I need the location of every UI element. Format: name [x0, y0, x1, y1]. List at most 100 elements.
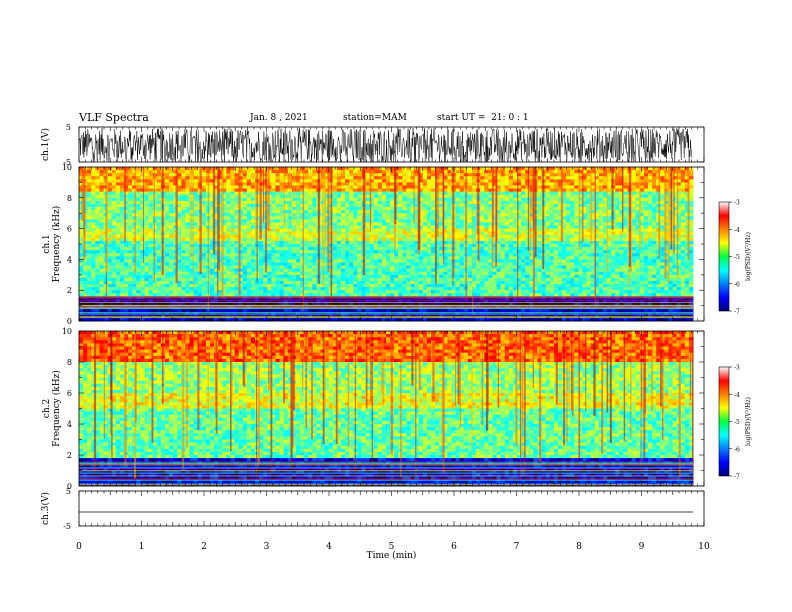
spectrogram-cell — [214, 203, 219, 208]
spectrogram-cell — [500, 207, 506, 211]
spectrogram-cell — [181, 228, 186, 233]
spectrogram-cell — [439, 210, 444, 214]
spectrogram-cell — [459, 179, 465, 183]
spectrogram-cell — [87, 259, 92, 263]
spectrogram-cell — [500, 240, 506, 245]
spectrogram-cell — [115, 167, 121, 171]
spectrogram-cell — [418, 231, 424, 236]
spectrogram-cell — [107, 188, 113, 193]
spectrogram-cell — [480, 203, 485, 208]
spectrogram-cell — [164, 213, 170, 217]
spectrogram-cell — [492, 237, 497, 242]
spectrogram-cell — [230, 222, 235, 226]
spectrogram-cell — [516, 228, 522, 233]
spectrogram-cell — [607, 259, 612, 263]
spectrogram-cell — [496, 173, 502, 177]
spectrogram-cell — [234, 176, 240, 180]
spectrogram-cell — [431, 250, 436, 254]
spectrogram-cell — [418, 176, 424, 180]
spectrogram-cell — [672, 203, 678, 208]
spectrogram-cell — [99, 237, 104, 242]
spectrogram-cell — [521, 203, 526, 208]
spectrogram-cell — [156, 256, 162, 260]
spectrogram-cell — [91, 228, 96, 233]
spectrogram-cell — [521, 213, 526, 217]
spectrogram-cell — [418, 262, 424, 266]
spectrogram-cell — [594, 259, 600, 263]
spectrogram-cell — [295, 167, 301, 171]
spectrogram-cell — [496, 182, 502, 186]
spectrogram-cell — [562, 259, 567, 263]
spectrogram-cell — [169, 228, 174, 233]
spectrogram-cell — [398, 237, 403, 242]
spectrogram-cell — [267, 250, 272, 254]
spectrogram-cell — [410, 176, 416, 180]
spectrogram-cell — [185, 203, 190, 208]
spectrogram-cell — [635, 222, 641, 226]
spectrogram-cell — [504, 176, 510, 180]
spectrogram-cell — [381, 222, 387, 226]
spectrogram-cell — [549, 237, 555, 242]
spectrogram-cell — [652, 197, 657, 202]
spectrogram-cell — [631, 240, 637, 245]
spectrogram-cell — [386, 253, 391, 257]
spectrogram-cell — [529, 247, 534, 251]
spectrogram-cell — [87, 234, 92, 239]
spectrogram-cell — [177, 244, 182, 248]
spectrogram-cell — [553, 225, 559, 229]
spectrogram-cell — [484, 247, 489, 251]
spectrogram-cell — [287, 240, 293, 245]
spectrogram-cell — [570, 259, 575, 263]
spectrogram-cell — [304, 185, 309, 189]
spectrogram-cell — [271, 244, 276, 248]
spectrogram-cell — [660, 210, 665, 214]
spectrogram-cell — [635, 250, 641, 254]
spectrogram-cell — [136, 253, 141, 257]
spectrogram-cell — [271, 219, 276, 223]
spectrogram-cell — [377, 197, 383, 202]
spectrogram-cell — [619, 259, 624, 263]
spectrogram-cell — [312, 216, 317, 220]
spectrogram-cell — [619, 191, 624, 196]
spectrogram-cell — [439, 237, 444, 242]
spectrogram-cell — [394, 259, 399, 263]
spectrogram-cell — [91, 259, 96, 263]
spectrogram-cell — [549, 247, 555, 251]
spectrogram-cell — [193, 179, 199, 183]
spectrogram-cell — [680, 250, 686, 254]
spectrogram-cell — [250, 213, 256, 217]
spectrogram-cell — [353, 231, 358, 236]
spectrogram-cell — [402, 234, 407, 239]
spectrogram-cell — [439, 259, 444, 263]
spectrogram-cell — [414, 197, 420, 202]
spectrogram-cell — [594, 250, 600, 254]
spectrogram-cell — [214, 207, 219, 211]
spectrogram-cell — [304, 188, 309, 193]
spectrogram-cell — [95, 256, 100, 260]
spectrogram-cell — [246, 203, 252, 208]
spectrogram-cell — [647, 173, 653, 177]
spectrogram-cell — [431, 222, 436, 226]
spectrogram-cell — [111, 231, 117, 236]
spectrogram-cell — [381, 200, 387, 205]
spectrogram-cell — [357, 167, 362, 171]
spectrogram-cell — [447, 247, 452, 251]
spectrogram-cell — [357, 247, 362, 251]
spectrogram-cell — [177, 225, 182, 229]
spectrogram-cell — [443, 194, 448, 199]
spectrogram-cell — [566, 207, 571, 211]
spectrogram-cell — [136, 173, 141, 177]
spectrogram-cell — [676, 231, 682, 236]
spectrogram-cell — [152, 250, 158, 254]
spectrogram-cell — [185, 194, 190, 199]
spectrogram-cell — [201, 203, 207, 208]
spectrogram-cell — [549, 253, 555, 257]
spectrogram-cell — [471, 262, 477, 266]
spectrogram-cell — [688, 240, 694, 245]
spectrogram-cell — [643, 256, 649, 260]
spectrogram-cell — [271, 203, 276, 208]
spectrogram-cell — [602, 250, 608, 254]
spectrogram-cell — [332, 210, 338, 214]
spectrogram-cell — [369, 210, 375, 214]
spectrogram-cell — [410, 207, 416, 211]
